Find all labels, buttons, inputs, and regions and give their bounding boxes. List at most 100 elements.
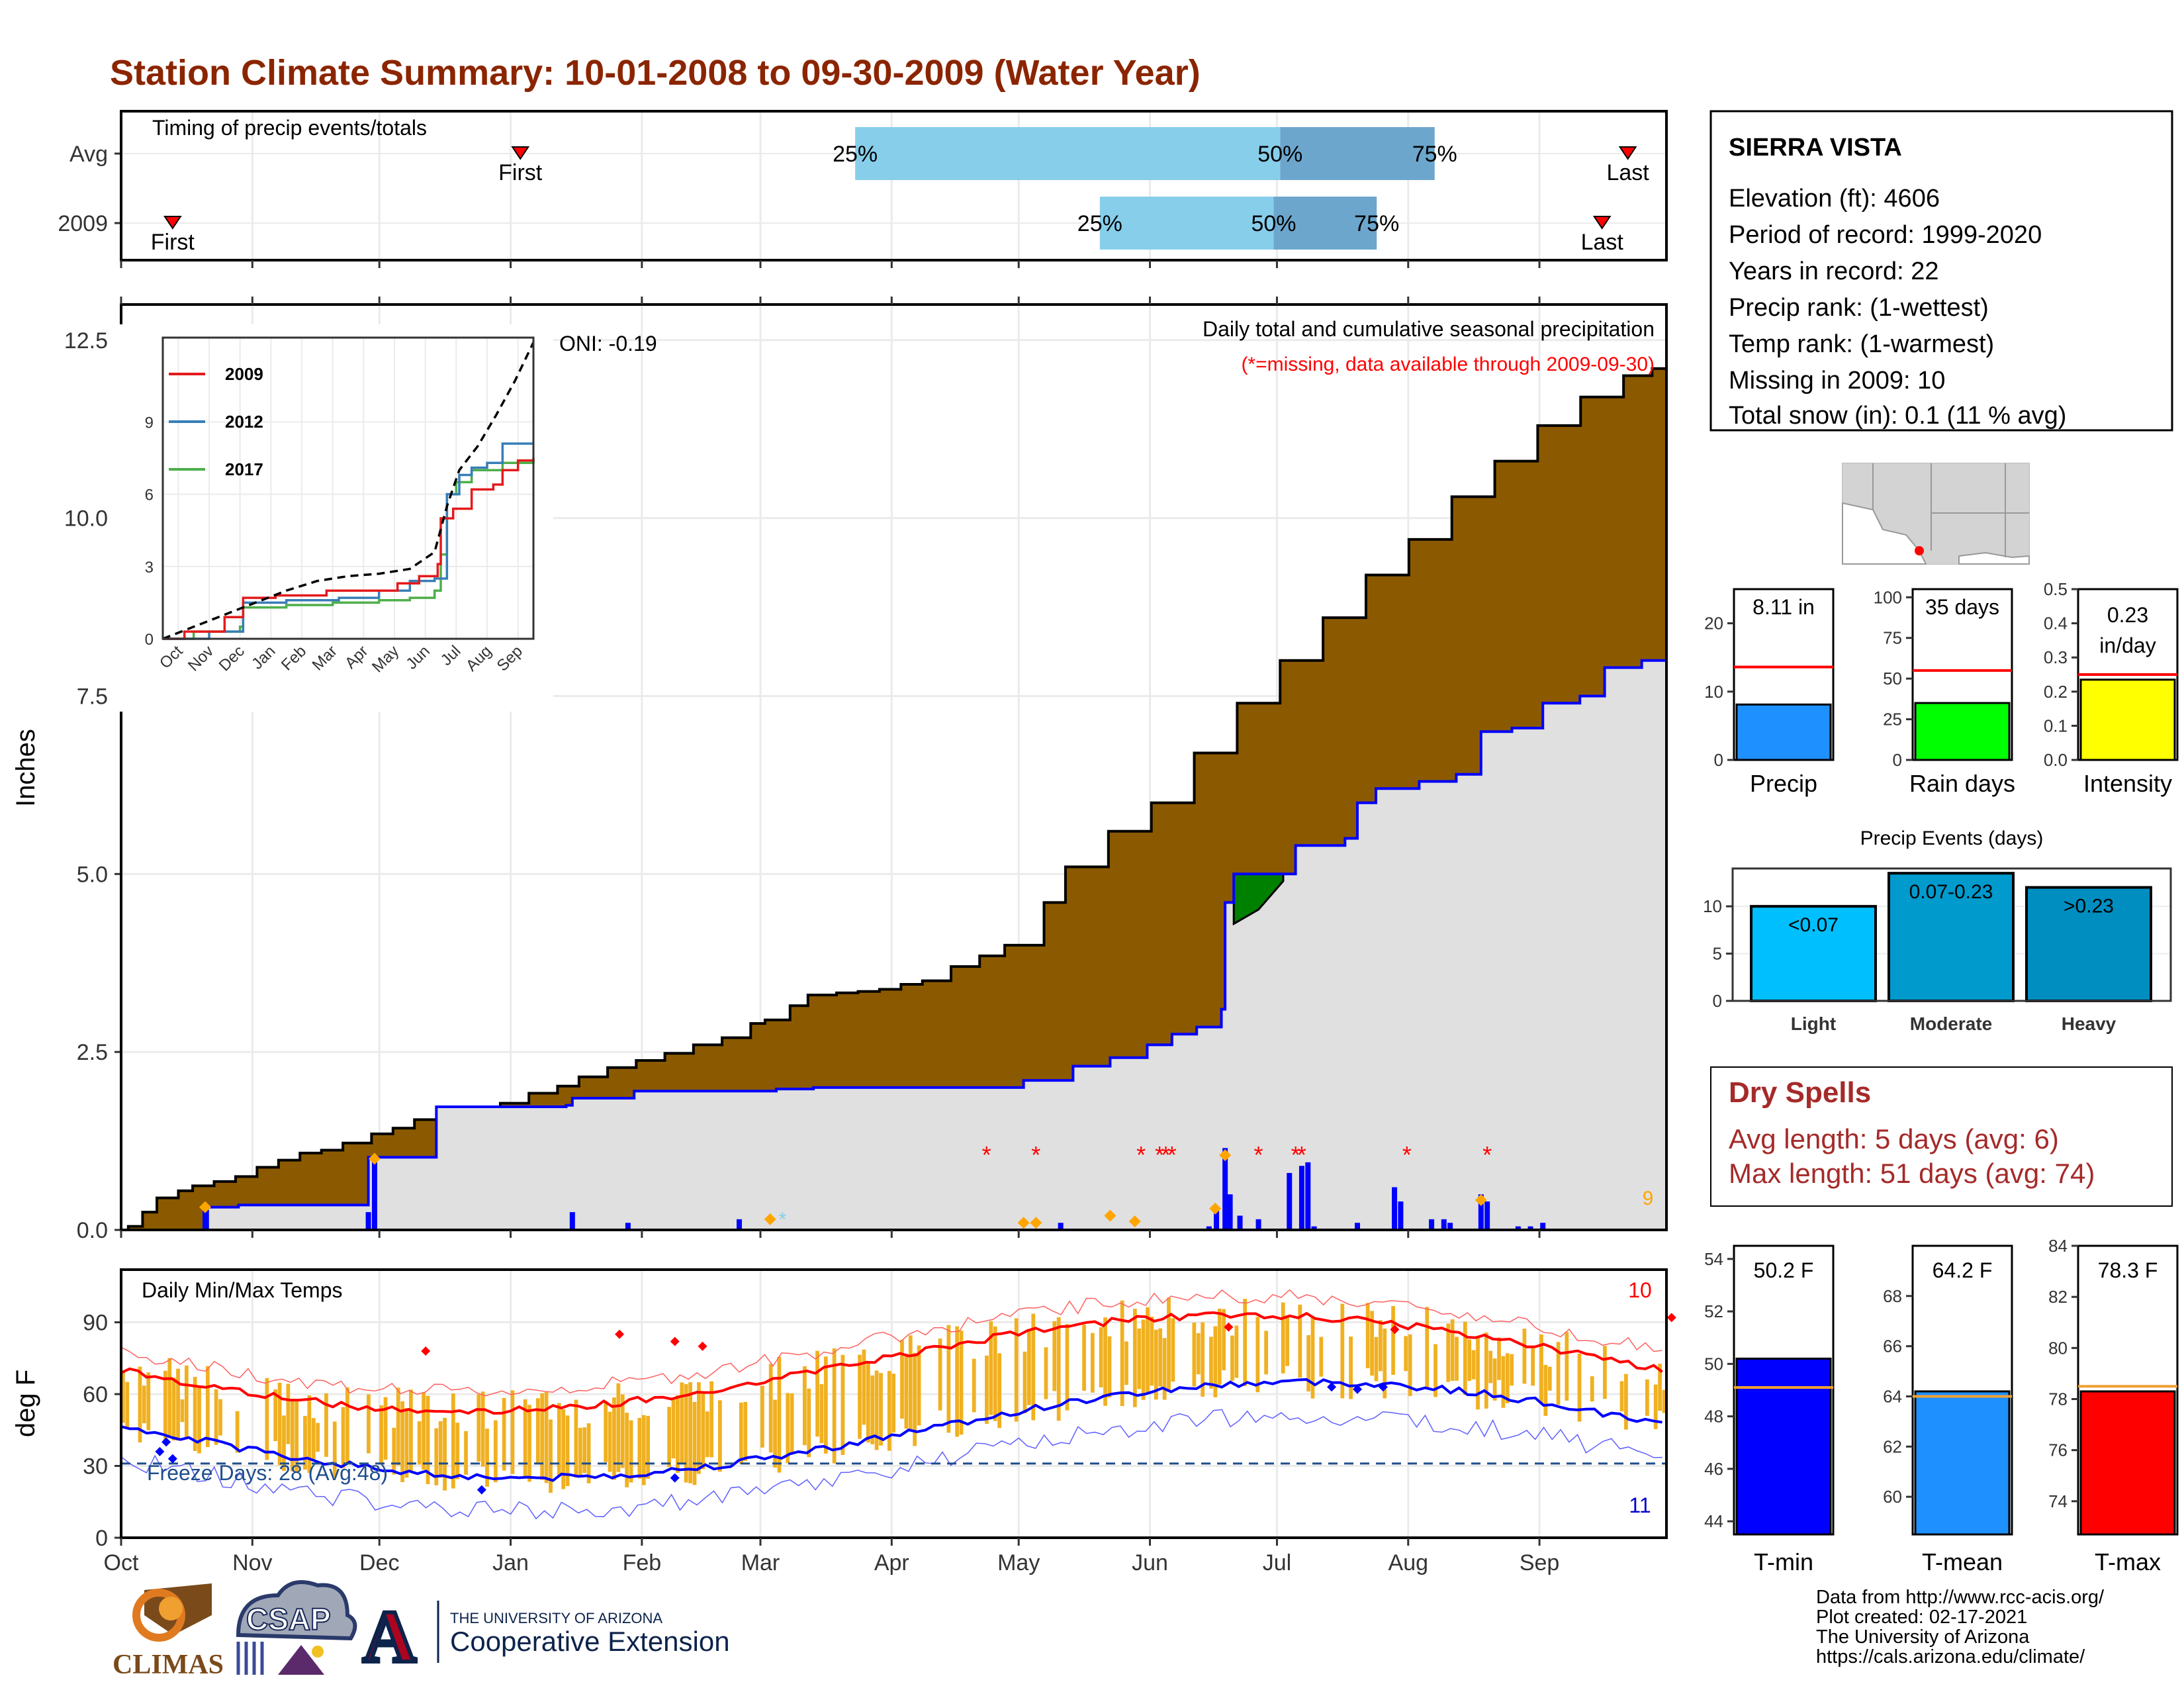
- month-tick-label: Aug: [1388, 1550, 1429, 1575]
- temp-bar-t-min: [1735, 1357, 1832, 1536]
- missing-day-marker: *: [1291, 1141, 1300, 1168]
- precip-y-tick: 5.0: [77, 862, 108, 887]
- daily-precip-bar: [1441, 1219, 1447, 1230]
- temperature-bar-charts: 44 46 48 50 52 54 50.2 F T-min 60 62 64 66 68 64.2 F T…: [1704, 1236, 2179, 1575]
- avg-max-line: [120, 1311, 1663, 1415]
- daily-temp-bar: [701, 1391, 705, 1470]
- daily-temp-bar: [1497, 1337, 1501, 1380]
- daily-temp-bar: [1547, 1366, 1552, 1391]
- temp-bar-label: T-mean: [1922, 1548, 2003, 1575]
- inset-y-tick: 3: [145, 559, 154, 577]
- missing-day-marker: *: [1297, 1141, 1306, 1168]
- daily-temp-bar: [1349, 1336, 1353, 1399]
- missing-day-marker: *: [779, 1209, 787, 1231]
- summary-bar-charts: 0 10 20 8.11 in Precip 0 25 50 75 100 35 days Rain …: [1704, 579, 2179, 797]
- daily-temp-bar: [443, 1417, 447, 1491]
- daily-temp-bar: [612, 1397, 616, 1480]
- daily-temp-bar: [1467, 1339, 1472, 1382]
- precip-event-marker: [1104, 1209, 1116, 1222]
- daily-temp-bar: [959, 1331, 964, 1435]
- temp-bar-label: T-min: [1754, 1548, 1813, 1575]
- temp-y-tick: 62: [1883, 1436, 1902, 1456]
- daily-temp-bar: [1565, 1332, 1569, 1401]
- credits-block: Data from http://www.rcc-acis.org/ Plot …: [1816, 1587, 2105, 1667]
- precip-event-marker: [1209, 1202, 1222, 1215]
- cumulative-2009-area: [121, 652, 1666, 1230]
- inset-legend-label: 2009: [225, 364, 263, 384]
- daily-temp-bar: [620, 1394, 625, 1468]
- daily-temp-bar: [1192, 1323, 1197, 1387]
- missing-day-marker: *: [1402, 1141, 1412, 1168]
- daily-temp-bar: [142, 1385, 146, 1424]
- daily-temp-bar: [1501, 1356, 1506, 1408]
- daily-temp-bar: [913, 1352, 917, 1446]
- daily-temp-bar: [1531, 1345, 1535, 1386]
- missing-day-marker: *: [1482, 1141, 1492, 1168]
- daily-temp-bar: [1044, 1347, 1048, 1399]
- daily-temp-bar: [557, 1403, 561, 1477]
- daily-temp-bar: [1383, 1328, 1387, 1399]
- daily-temp-bar: [311, 1418, 316, 1461]
- station-line: Period of record: 1999-2020: [1729, 221, 2042, 249]
- record-high-marker: [1666, 1313, 1676, 1323]
- daily-temp-bar: [1310, 1316, 1315, 1399]
- precip-event-marker: [1475, 1194, 1487, 1206]
- events-y-tick: 5: [1713, 944, 1722, 964]
- record-high-marker: [698, 1341, 707, 1351]
- station-line: Missing in 2009: 10: [1729, 367, 1945, 395]
- daily-temp-bar: [1171, 1318, 1175, 1382]
- daily-precip-bar: [1227, 1194, 1233, 1230]
- inset-y-tick: 9: [145, 414, 154, 432]
- daily-temp-bar: [972, 1358, 976, 1413]
- station-name: SIERRA VISTA: [1729, 134, 1902, 162]
- timing-last-marker: [1618, 146, 1637, 160]
- quartile-label: 25%: [1077, 211, 1122, 236]
- temp-y-tick: 54: [1704, 1249, 1723, 1269]
- precip-y-axis-label: Inches: [11, 729, 40, 807]
- daily-temp-bar: [819, 1384, 824, 1444]
- timing-panel: Avg 25% 50% 75% First Last 2009 25% 50% 75% First L…: [58, 110, 1668, 261]
- daily-temp-bar: [404, 1407, 409, 1478]
- daily-temp-bar: [565, 1415, 570, 1487]
- daily-temp-bar: [743, 1401, 748, 1461]
- daily-temp-bar: [383, 1397, 388, 1460]
- temp-panel-border: [120, 1268, 1668, 1539]
- inset-series-2012: [163, 442, 533, 640]
- summary-y-tick: 0: [1893, 750, 1902, 770]
- dry-spells-title: Dry Spells: [1729, 1076, 1871, 1109]
- daily-temp-bar: [891, 1374, 896, 1433]
- inset-legend-label: 2012: [225, 412, 263, 432]
- daily-temp-bar: [180, 1399, 185, 1423]
- quartile-box-lower: [1099, 197, 1274, 250]
- daily-temp-bar: [1577, 1353, 1582, 1422]
- record-low-marker: [477, 1485, 486, 1495]
- quartile-label: 50%: [1251, 211, 1296, 236]
- daily-precip-bar: [1527, 1226, 1533, 1230]
- events-y-tick: 10: [1703, 896, 1722, 916]
- daily-temp-bar: [1463, 1321, 1467, 1395]
- daily-temp-bar: [993, 1326, 997, 1421]
- station-line: Precip rank: (1-wettest): [1729, 294, 1989, 322]
- oni-label: ONI: -0.19: [559, 332, 657, 355]
- daily-temp-bar: [400, 1401, 404, 1483]
- summary-y-tick: 0.0: [2044, 750, 2068, 770]
- daily-temp-bar: [477, 1394, 481, 1462]
- daily-temp-bar: [1120, 1300, 1124, 1407]
- daily-temp-bar: [625, 1413, 629, 1487]
- daily-temp-bar: [879, 1373, 883, 1446]
- daily-temp-bar: [985, 1355, 989, 1425]
- dry-spells-avg: Avg length: 5 days (avg: 6): [1729, 1123, 2059, 1154]
- daily-temp-bar: [1378, 1320, 1383, 1372]
- daily-temp-bar: [1543, 1364, 1548, 1416]
- daily-temp-bar: [1196, 1333, 1201, 1375]
- daily-temp-bar: [1056, 1317, 1061, 1421]
- daily-temp-bar: [866, 1362, 870, 1443]
- ua-name: THE UNIVERSITY OF ARIZONA: [450, 1610, 662, 1626]
- daily-temp-bar: [197, 1386, 201, 1454]
- record-low-marker: [670, 1473, 680, 1483]
- daily-temp-bar: [1624, 1374, 1628, 1430]
- temp-y-tick: 66: [1883, 1336, 1902, 1356]
- month-tick-label: Jun: [1132, 1550, 1168, 1575]
- events-range-label: <0.07: [1788, 914, 1839, 936]
